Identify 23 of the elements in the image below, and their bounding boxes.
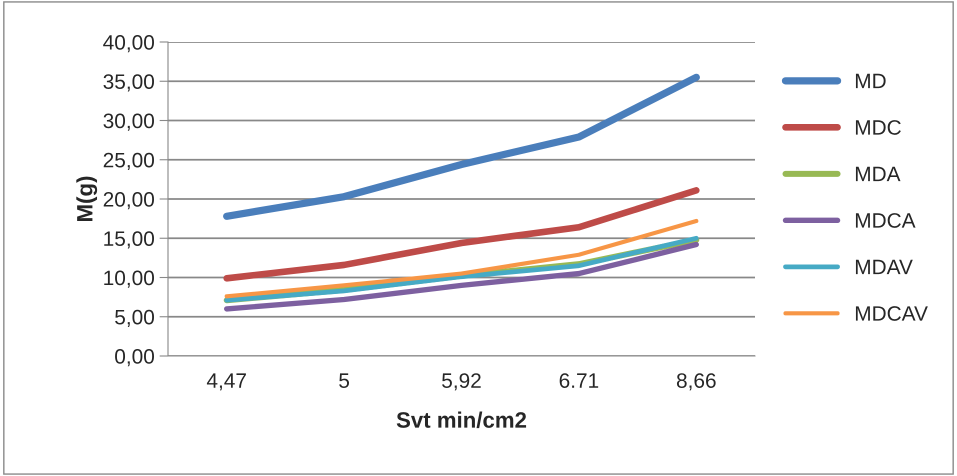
y-tick-label: 30,00 xyxy=(103,114,154,131)
legend-label: MDA xyxy=(856,166,900,182)
x-axis-title: Svt min/cm2 xyxy=(396,412,526,428)
legend-label: MDCAV xyxy=(856,306,928,321)
x-tick-label: 8,66 xyxy=(676,373,716,390)
legend-label: MD xyxy=(856,74,886,88)
x-tick-label: 5 xyxy=(339,373,350,388)
y-tick-label: 35,00 xyxy=(103,74,154,92)
y-tick-label: 0,00 xyxy=(115,349,154,366)
x-tick-label: 5,92 xyxy=(442,373,481,390)
x-tick-label: 4,47 xyxy=(206,373,246,390)
legend-label: MDAV xyxy=(856,260,913,274)
x-tick-label: 6.71 xyxy=(560,373,598,388)
legend-label: MDC xyxy=(856,120,901,135)
y-tick-label: 15,00 xyxy=(104,231,154,248)
y-tick-label: 40,00 xyxy=(103,35,154,52)
y-axis-title: M(g) xyxy=(76,176,98,221)
y-tick-label: 10,00 xyxy=(104,270,154,288)
y-tick-label: 20,00 xyxy=(104,192,154,210)
line-series xyxy=(224,218,698,298)
y-tick-label: 5,00 xyxy=(115,310,154,327)
y-tick-label: 25,00 xyxy=(104,152,154,170)
legend-label: MDCA xyxy=(856,213,916,228)
